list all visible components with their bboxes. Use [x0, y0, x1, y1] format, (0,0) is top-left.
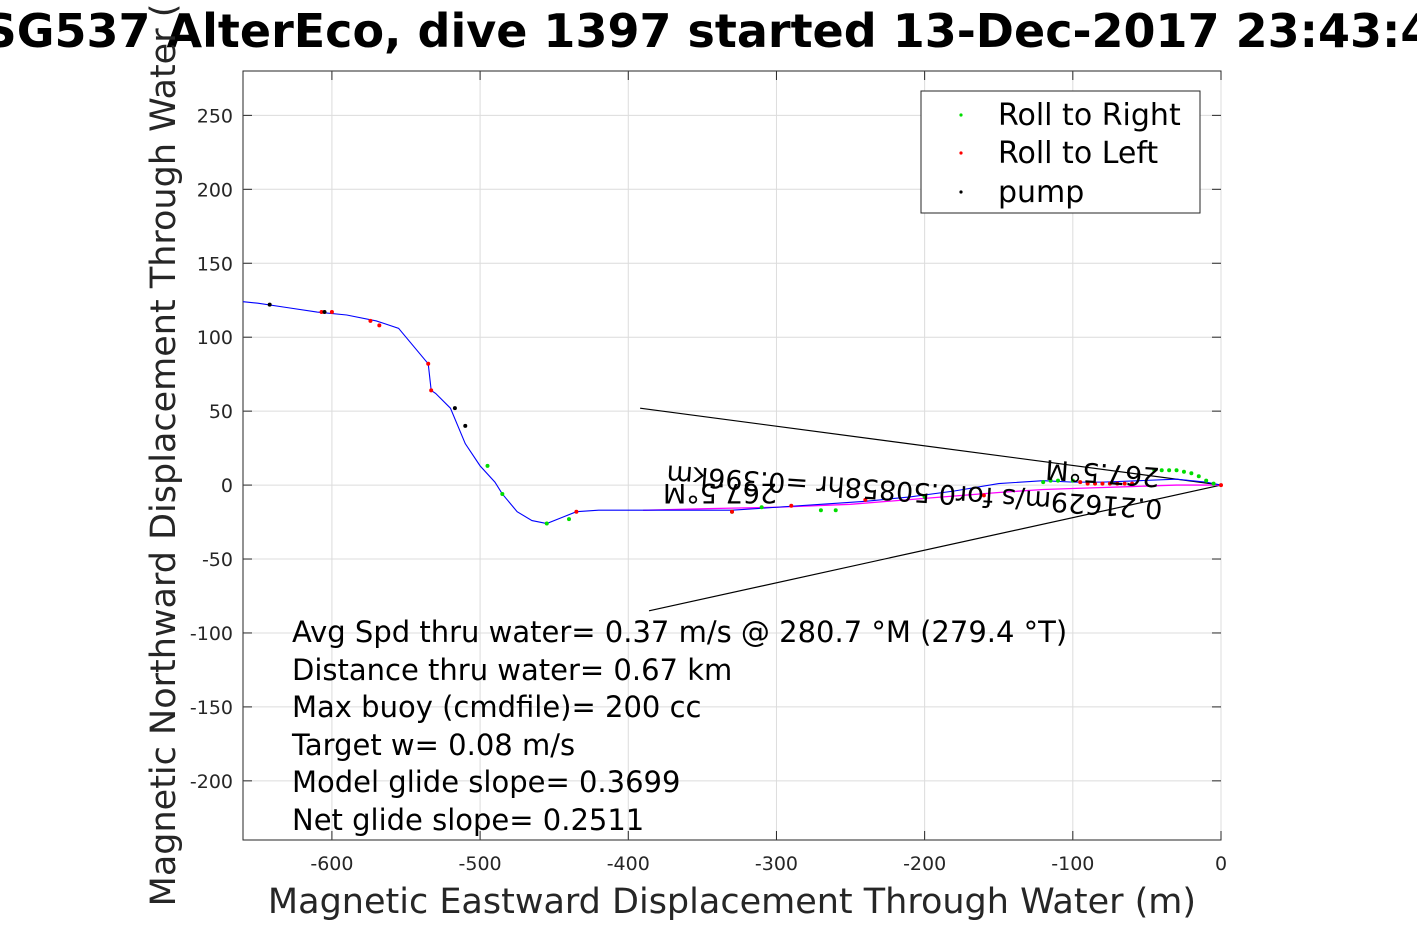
current-track [643, 484, 1221, 511]
x-tick-label: -200 [903, 853, 946, 875]
y-tick-label: -150 [190, 697, 233, 719]
roll-left-point [429, 388, 434, 393]
legend-marker-roll-left [959, 151, 963, 155]
roll-right-point [1167, 468, 1172, 473]
roll-left-point [1093, 481, 1098, 486]
x-tick-label: -500 [459, 853, 502, 875]
x-tick-label: -100 [1051, 853, 1094, 875]
y-tick-label: -50 [202, 549, 233, 571]
track-line [242, 301, 1222, 525]
annotation-distance: Distance thru water= 0.67 km [292, 653, 732, 687]
roll-right-point [1211, 481, 1216, 486]
x-tick-labels: -600 -500 -400 -300 -200 -100 0 [310, 853, 1227, 875]
roll-left-point [574, 509, 579, 514]
y-tick-labels: -200 -150 -100 -50 0 50 100 150 200 250 [190, 105, 233, 792]
roll-left-point [863, 497, 868, 502]
annotation-net-slope: Net glide slope= 0.2511 [292, 803, 644, 837]
current-line [643, 484, 1221, 511]
annotation-max-buoy: Max buoy (cmdfile)= 200 cc [292, 690, 701, 724]
roll-right-point [1152, 468, 1157, 473]
roll-right-point [1070, 478, 1075, 483]
roll-right-point [1196, 474, 1201, 479]
x-tick-label: 0 [1215, 853, 1227, 875]
roll-right-point [759, 505, 764, 510]
legend-label-roll-left: Roll to Left [998, 136, 1158, 171]
glider-track [242, 301, 1222, 525]
roll-right-point [544, 521, 549, 526]
roll-right-point [833, 508, 838, 513]
y-tick-label: 100 [197, 327, 233, 349]
roll-left-point [981, 493, 986, 498]
arrow-line-upper [640, 407, 1222, 486]
roll-right-point [1181, 469, 1186, 474]
pump-point [267, 302, 272, 307]
y-tick-label: 0 [221, 475, 233, 497]
chart-title: SG537 AlterEco, dive 1397 started 13-Dec… [0, 4, 1417, 58]
roll-left-point [1085, 481, 1090, 486]
y-tick-label: -200 [190, 771, 233, 793]
roll-left-point [1122, 481, 1127, 486]
roll-left-point [730, 509, 734, 514]
current-arrow [640, 407, 1222, 612]
roll-left-point [1115, 481, 1120, 486]
pump-point [463, 423, 468, 428]
legend-label-roll-right: Roll to Right [998, 98, 1181, 133]
roll-right-point [485, 463, 490, 468]
roll-right-point [1056, 478, 1060, 483]
marker-points [267, 302, 1223, 526]
roll-left-point [319, 310, 324, 315]
pump-point [452, 406, 457, 411]
roll-right-point [1204, 478, 1209, 483]
y-tick-label: 50 [209, 401, 233, 423]
roll-right-point [1189, 471, 1194, 476]
y-tick-label: 250 [197, 105, 233, 127]
roll-right-point [1048, 478, 1053, 483]
x-tick-label: -600 [310, 853, 353, 875]
y-tick-label: -100 [190, 623, 233, 645]
roll-left-point [368, 318, 373, 323]
x-axis-label: Magnetic Eastward Displacement Through W… [268, 882, 1196, 922]
x-tick-label: -400 [607, 853, 650, 875]
roll-left-point [789, 503, 794, 508]
roll-left-point [1078, 480, 1083, 485]
roll-right-point [567, 517, 571, 522]
roll-left-point [1107, 481, 1112, 486]
roll-right-point [1041, 480, 1046, 485]
y-tick-label: 150 [197, 253, 233, 275]
legend: Roll to Right Roll to Left pump [920, 90, 1201, 214]
rotated-label-heading-left: 267.5°M [663, 477, 777, 508]
roll-left-point [1130, 481, 1135, 486]
y-axis-label: Magnetic Northward Displacement Through … [144, 4, 184, 907]
roll-left-point [1100, 481, 1105, 486]
roll-right-point [1174, 468, 1179, 473]
x-tick-label: -300 [755, 853, 798, 875]
roll-left-point [426, 361, 431, 366]
legend-box [920, 90, 1201, 214]
arrow-line-lower [648, 484, 1222, 612]
roll-left-point [329, 310, 334, 315]
roll-left-point [1219, 483, 1223, 488]
roll-right-point [922, 494, 927, 499]
y-tick-label: 200 [197, 179, 233, 201]
roll-right-point [1159, 468, 1164, 473]
roll-left-point [377, 323, 382, 328]
annotation-model-slope: Model glide slope= 0.3699 [292, 765, 680, 799]
dive-stats: Avg Spd thru water= 0.37 m/s @ 280.7 °M … [291, 615, 1067, 837]
legend-label-pump: pump [998, 175, 1084, 210]
roll-right-point [818, 508, 823, 513]
annotation-avg-speed: Avg Spd thru water= 0.37 m/s @ 280.7 °M … [292, 615, 1067, 649]
annotation-target-w: Target w= 0.08 m/s [291, 728, 575, 762]
roll-right-point [500, 491, 505, 496]
pump-point [322, 310, 327, 315]
legend-marker-pump [959, 190, 963, 194]
legend-marker-roll-right [959, 113, 963, 117]
